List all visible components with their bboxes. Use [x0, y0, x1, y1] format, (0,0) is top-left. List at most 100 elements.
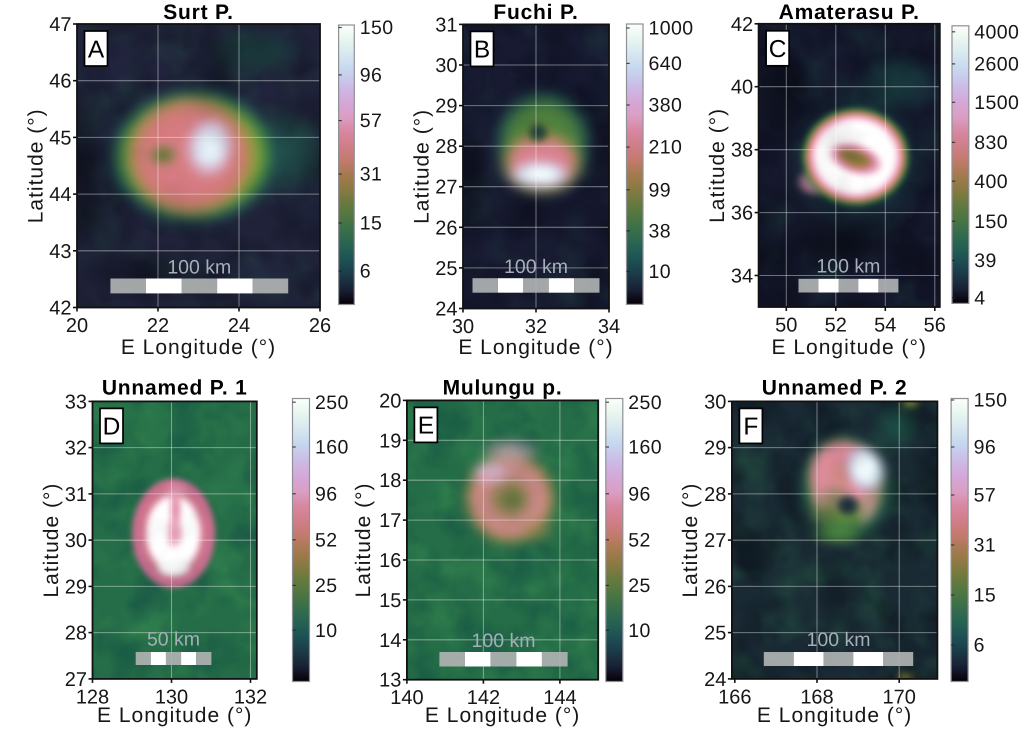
- svg-text:28: 28: [65, 623, 87, 645]
- svg-text:Latitude (°): Latitude (°): [40, 483, 63, 598]
- svg-text:13: 13: [379, 670, 401, 692]
- svg-text:1000: 1000: [649, 18, 694, 40]
- svg-text:29: 29: [65, 576, 87, 598]
- svg-text:E Longitude (°): E Longitude (°): [97, 704, 252, 727]
- svg-text:19: 19: [379, 430, 401, 452]
- svg-text:25: 25: [628, 575, 651, 597]
- svg-text:Unnamed P. 2: Unnamed P. 2: [762, 377, 908, 400]
- svg-text:52: 52: [628, 529, 651, 551]
- svg-text:100 km: 100 km: [167, 256, 231, 278]
- svg-text:150: 150: [974, 211, 1008, 233]
- svg-text:Fuchi P.: Fuchi P.: [493, 1, 578, 24]
- svg-text:Amaterasu P.: Amaterasu P.: [779, 1, 920, 24]
- svg-text:4000: 4000: [974, 21, 1019, 43]
- svg-text:E Longitude (°): E Longitude (°): [425, 704, 580, 727]
- svg-text:Latitude (°): Latitude (°): [410, 109, 433, 224]
- svg-text:25: 25: [315, 575, 338, 597]
- svg-text:250: 250: [315, 392, 349, 414]
- svg-text:128: 128: [76, 686, 109, 708]
- svg-text:15: 15: [360, 213, 383, 235]
- svg-text:28: 28: [704, 484, 726, 506]
- svg-text:57: 57: [360, 110, 383, 132]
- svg-text:25: 25: [704, 623, 726, 645]
- svg-text:640: 640: [649, 53, 683, 75]
- svg-text:B: B: [474, 37, 490, 64]
- svg-text:24: 24: [435, 299, 457, 321]
- svg-text:168: 168: [800, 686, 833, 708]
- svg-text:46: 46: [49, 71, 71, 93]
- svg-text:250: 250: [628, 392, 662, 414]
- svg-text:27: 27: [435, 177, 457, 199]
- svg-text:15: 15: [379, 590, 401, 612]
- svg-text:38: 38: [731, 140, 753, 162]
- svg-text:18: 18: [379, 470, 401, 492]
- svg-text:56: 56: [924, 315, 946, 337]
- svg-text:10: 10: [628, 620, 651, 642]
- svg-text:40: 40: [731, 77, 753, 99]
- svg-text:166: 166: [718, 686, 751, 708]
- svg-text:96: 96: [315, 483, 338, 505]
- svg-text:Latitude (°): Latitude (°): [679, 483, 702, 598]
- svg-text:29: 29: [704, 438, 726, 460]
- svg-text:380: 380: [649, 95, 683, 117]
- svg-text:31: 31: [360, 164, 383, 186]
- svg-text:20: 20: [379, 390, 401, 412]
- svg-text:22: 22: [147, 315, 169, 337]
- svg-text:54: 54: [874, 315, 896, 337]
- svg-text:38: 38: [649, 220, 672, 242]
- svg-text:31: 31: [974, 535, 997, 557]
- svg-text:160: 160: [628, 437, 662, 459]
- svg-text:150: 150: [974, 390, 1008, 412]
- svg-text:52: 52: [825, 315, 847, 337]
- svg-text:31: 31: [65, 484, 87, 506]
- svg-text:36: 36: [731, 203, 753, 225]
- svg-text:160: 160: [315, 437, 349, 459]
- svg-text:Latitude (°): Latitude (°): [352, 483, 375, 598]
- svg-text:2600: 2600: [974, 54, 1019, 76]
- svg-text:15: 15: [974, 585, 997, 607]
- svg-text:50: 50: [775, 315, 797, 337]
- svg-text:A: A: [88, 36, 105, 63]
- svg-text:17: 17: [379, 510, 401, 532]
- svg-text:24: 24: [228, 315, 250, 337]
- svg-text:100 km: 100 km: [472, 630, 536, 652]
- svg-text:96: 96: [628, 483, 651, 505]
- svg-text:27: 27: [704, 530, 726, 552]
- svg-text:170: 170: [883, 686, 916, 708]
- svg-text:33: 33: [65, 391, 87, 413]
- svg-text:30: 30: [704, 391, 726, 413]
- svg-text:47: 47: [49, 14, 71, 36]
- svg-text:29: 29: [435, 96, 457, 118]
- svg-text:28: 28: [435, 136, 457, 158]
- svg-text:45: 45: [49, 127, 71, 149]
- svg-text:27: 27: [65, 669, 87, 691]
- svg-text:Latitude (°): Latitude (°): [24, 108, 47, 223]
- svg-text:4: 4: [974, 287, 985, 309]
- svg-text:E Longitude (°): E Longitude (°): [458, 336, 613, 359]
- svg-text:52: 52: [315, 529, 338, 551]
- svg-text:142: 142: [467, 687, 500, 709]
- svg-text:14: 14: [379, 630, 401, 652]
- svg-text:32: 32: [65, 438, 87, 460]
- svg-text:Latitude (°): Latitude (°): [706, 108, 729, 223]
- svg-text:6: 6: [360, 261, 371, 283]
- svg-text:10: 10: [649, 261, 672, 283]
- svg-text:20: 20: [66, 315, 88, 337]
- svg-text:E: E: [418, 413, 434, 440]
- svg-text:10: 10: [315, 620, 338, 642]
- svg-text:57: 57: [974, 485, 997, 507]
- svg-text:24: 24: [704, 669, 726, 691]
- svg-text:42: 42: [49, 298, 71, 320]
- svg-text:99: 99: [649, 179, 672, 201]
- svg-text:E Longitude (°): E Longitude (°): [121, 336, 276, 359]
- svg-text:E Longitude (°): E Longitude (°): [757, 704, 912, 727]
- svg-text:43: 43: [49, 241, 71, 263]
- svg-text:34: 34: [731, 266, 753, 288]
- svg-text:50 km: 50 km: [147, 629, 200, 651]
- svg-text:39: 39: [974, 250, 997, 272]
- svg-text:26: 26: [704, 576, 726, 598]
- svg-text:96: 96: [360, 65, 383, 87]
- svg-text:E Longitude (°): E Longitude (°): [772, 336, 927, 359]
- svg-text:6: 6: [974, 635, 985, 657]
- svg-text:C: C: [769, 36, 787, 63]
